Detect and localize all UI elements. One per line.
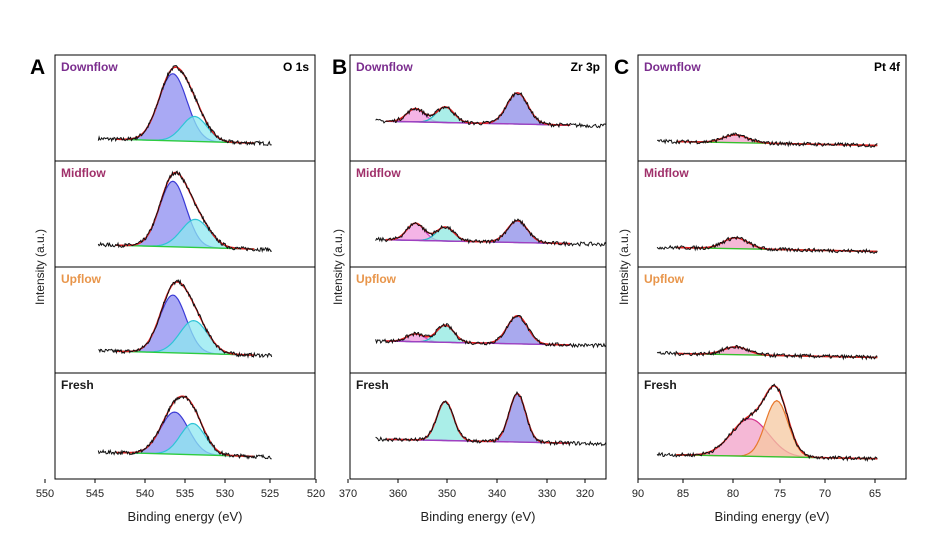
panel-pt-4f: C Pt 4f Intensity (a.u.) 90 85 80 75 70 65 Bindin… [614,54,907,524]
raw-spectrum [97,395,272,460]
x-tick-label: 535 [176,488,194,500]
panel-letter: A [30,56,45,79]
spectrum-downflow: Downflow [61,60,272,147]
x-tick-label: 90 [632,488,644,500]
x-tick-label: 360 [389,488,407,500]
x-tick-label: 350 [438,488,456,500]
fit-component-fill [115,219,255,250]
x-tick-label: 525 [261,488,279,500]
fit-component-line [385,400,571,444]
spectrum-downflow: Downflow [356,60,607,129]
raw-spectrum [656,235,878,254]
fit-envelope [385,92,571,126]
spectrum-midflow: Midflow [61,166,272,254]
spectrum-fresh: Fresh [356,378,607,447]
x-tick-label: 75 [774,488,786,500]
raw-spectrum [656,132,878,148]
spectrum-midflow: Midflow [644,166,878,254]
spectrum-downflow: Downflow [644,60,878,148]
x-tick-label: 65 [869,488,881,500]
raw-spectrum [656,344,878,361]
fit-component-fill [385,401,571,444]
fit-component-fill [385,393,571,444]
fit-envelope [676,237,878,253]
sample-label-downflow: Downflow [644,60,701,74]
panel-o-1s: A O 1s Intensity (a.u.) 550 545 540 535 530 525 5… [30,54,325,524]
fit-component-fill [115,423,255,457]
panel-letter: B [332,56,347,79]
fit-component-fill [385,107,571,126]
sample-label-upflow: Upflow [356,272,397,286]
sample-label-fresh: Fresh [61,378,94,392]
x-tick-label: 70 [819,488,831,500]
core-level-label: O 1s [283,60,309,74]
fit-component-fill [676,346,878,358]
fit-component-fill [115,116,255,144]
sample-label-fresh: Fresh [644,378,677,392]
sample-label-upflow: Upflow [61,272,102,286]
fit-baseline [115,244,255,250]
sample-label-midflow: Midflow [356,166,401,180]
sample-label-midflow: Midflow [61,166,106,180]
spectrum-midflow: Midflow [356,166,607,248]
fit-component-line [385,392,571,444]
fit-component-fill [115,73,255,144]
spectrum-upflow: Upflow [356,272,607,349]
spectrum-upflow: Upflow [61,272,273,359]
raw-spectrum [97,170,272,254]
panel-zr-3p: B Zr 3p Intensity (a.u.) 370 360 350 340 330 320… [331,54,607,524]
spectrum-upflow: Upflow [644,272,878,361]
raw-spectrum [375,315,607,349]
sample-label-fresh: Fresh [356,378,389,392]
raw-spectrum [656,383,878,463]
y-axis-label: Intensity (a.u.) [33,229,47,305]
spectrum-fresh: Fresh [644,378,878,463]
x-tick-label: 520 [307,488,325,500]
fit-envelope [385,392,571,444]
sample-label-downflow: Downflow [356,60,413,74]
fit-baseline [115,350,255,356]
x-tick-label: 80 [727,488,739,500]
sample-label-upflow: Upflow [644,272,685,286]
fit-component-fill [115,320,255,356]
x-axis-label: Binding energy (eV) [128,509,243,524]
fit-component-fill [676,400,878,459]
x-tick-label: 340 [488,488,506,500]
raw-spectrum [97,65,272,147]
x-tick-label: 370 [339,488,357,500]
panel-letter: C [614,56,629,79]
x-axis-label: Binding energy (eV) [715,509,830,524]
fit-component-fill [676,418,878,459]
sample-label-downflow: Downflow [61,60,118,74]
sample-label-midflow: Midflow [644,166,689,180]
x-tick-label: 550 [36,488,54,500]
fit-component-fill [385,333,571,345]
y-axis-label: Intensity (a.u.) [331,229,345,305]
y-axis-label: Intensity (a.u.) [617,229,631,305]
x-tick-label: 545 [86,488,104,500]
x-tick-label: 530 [216,488,234,500]
raw-spectrum [375,391,607,447]
fit-envelope [676,346,878,359]
spectrum-fresh: Fresh [61,378,272,460]
x-tick-label: 85 [677,488,689,500]
raw-spectrum [98,279,273,359]
x-tick-label: 330 [538,488,556,500]
core-level-label: Pt 4f [874,60,901,74]
raw-spectrum [375,91,607,129]
x-tick-label: 320 [576,488,594,500]
fit-component-fill [385,227,571,244]
core-level-label: Zr 3p [571,60,600,74]
fit-component-fill [385,325,571,345]
x-tick-label: 540 [136,488,154,500]
x-axis-label: Binding energy (eV) [421,509,536,524]
raw-spectrum [375,218,607,248]
